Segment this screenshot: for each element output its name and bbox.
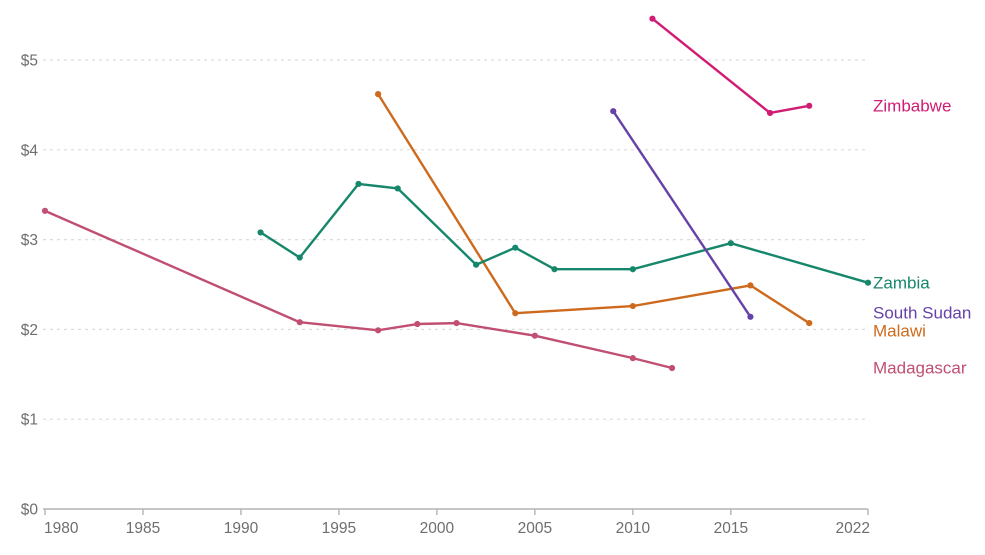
data-point-zambia — [296, 254, 303, 261]
y-axis-tick-label: $0 — [21, 502, 39, 519]
y-axis-tick-label: $1 — [21, 412, 38, 429]
data-point-zambia — [551, 266, 558, 273]
x-axis-tick-label: 2005 — [518, 520, 552, 537]
y-axis-tick-label: $4 — [21, 142, 39, 159]
data-point-zimbabwe — [766, 109, 774, 117]
data-point-malawi — [747, 282, 754, 289]
series-label-madagascar: Madagascar — [873, 358, 967, 378]
y-axis-tick-label: $5 — [21, 53, 38, 70]
series-line-zimbabwe — [651, 17, 811, 115]
x-axis-tick-label: 1985 — [126, 520, 160, 537]
data-point-madagascar — [41, 207, 49, 214]
x-axis-tick-label: 2000 — [420, 520, 455, 537]
data-point-malawi — [512, 310, 519, 317]
series-label-zimbabwe: Zimbabwe — [873, 96, 952, 116]
data-point-malawi — [629, 302, 636, 310]
data-point-south-sudan — [610, 108, 617, 115]
series-line-madagascar — [43, 209, 674, 370]
series-line-malawi — [376, 92, 811, 325]
series-line-south-sudan — [612, 109, 752, 319]
data-point-zambia — [512, 244, 519, 251]
x-axis-tick-label: 1995 — [322, 520, 356, 537]
x-axis-tick-label: 1990 — [224, 520, 259, 537]
data-point-zimbabwe — [806, 102, 813, 109]
data-point-zambia — [355, 180, 362, 188]
data-point-zambia — [257, 229, 264, 236]
y-axis-tick-label: $2 — [21, 322, 38, 339]
data-point-zambia — [864, 279, 872, 286]
x-axis-tick-label: 1980 — [44, 520, 79, 537]
data-point-madagascar — [296, 319, 303, 326]
series-label-south-sudan: South Sudan — [873, 303, 972, 323]
data-point-madagascar — [453, 320, 460, 327]
data-point-madagascar — [668, 364, 676, 372]
data-point-madagascar — [375, 327, 382, 334]
data-point-zambia — [629, 266, 636, 273]
series-label-zambia: Zambia — [873, 273, 930, 293]
x-axis-tick-label: 2022 — [836, 520, 870, 537]
data-point-malawi — [375, 91, 382, 98]
data-point-madagascar — [629, 355, 636, 362]
series-label-malawi: Malawi — [873, 321, 926, 341]
x-axis-tick-label: 2015 — [714, 520, 748, 537]
data-point-zimbabwe — [649, 15, 656, 22]
x-axis-tick-label: 2010 — [616, 520, 651, 537]
data-point-madagascar — [414, 320, 421, 328]
data-point-south-sudan — [747, 313, 754, 320]
data-point-zambia — [727, 240, 734, 247]
data-point-zambia — [394, 185, 401, 192]
data-point-madagascar — [531, 332, 538, 339]
data-point-zambia — [472, 261, 480, 268]
series-line-zambia — [259, 182, 870, 284]
data-point-malawi — [806, 320, 813, 327]
y-axis-tick-label: $3 — [21, 232, 38, 249]
